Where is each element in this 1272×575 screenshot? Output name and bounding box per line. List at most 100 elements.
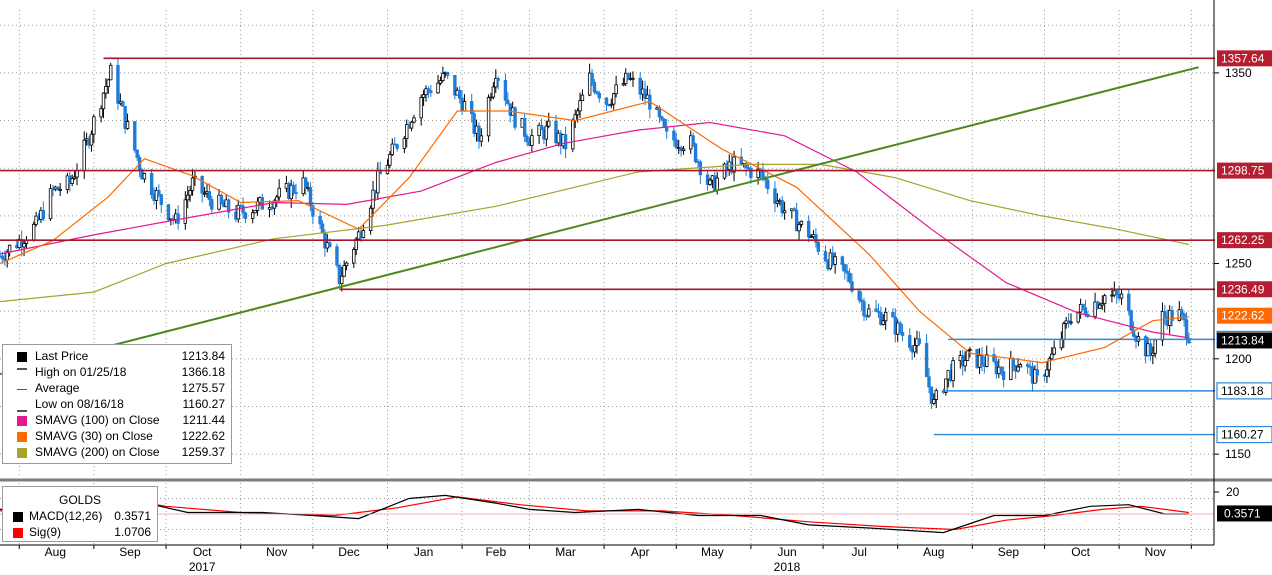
- candle-body: [513, 107, 517, 128]
- candle-body: [34, 215, 38, 225]
- candle-body: [477, 125, 481, 142]
- candle-body: [660, 116, 664, 120]
- candle-body: [626, 72, 630, 80]
- candle-body: [506, 99, 510, 105]
- candle-body: [462, 101, 467, 112]
- candle-body: [1110, 294, 1114, 297]
- macd-legend: GOLDS MACD(12,26) 0.3571 Sig(9) 1.0706: [2, 486, 158, 542]
- candle-body: [202, 192, 207, 195]
- candle-body: [337, 264, 342, 285]
- candle-body: [405, 124, 409, 139]
- candle-body: [571, 119, 575, 150]
- candle-body: [859, 299, 864, 303]
- candle-body: [1052, 347, 1056, 355]
- macd-tag-label: 0.3571: [1224, 506, 1261, 520]
- candle-body: [595, 91, 599, 94]
- candle-body: [219, 194, 224, 203]
- candle-body: [879, 311, 883, 325]
- candle-body: [429, 90, 433, 94]
- candle-body: [917, 338, 922, 344]
- legend: Last Price 1213.84 High on 01/25/18 1366.18…: [2, 344, 232, 464]
- candle-body: [691, 135, 695, 145]
- candle-body: [157, 189, 161, 195]
- candle-body: [705, 174, 710, 185]
- candle-body: [1187, 338, 1191, 344]
- candle-body: [207, 191, 212, 200]
- legend-name: SMAVG (100) on Close: [35, 413, 160, 427]
- candle-body: [590, 72, 594, 83]
- candle-body: [1069, 321, 1073, 324]
- candle-body: [1059, 338, 1064, 349]
- support-label: 1160.27: [1221, 428, 1264, 442]
- legend-name: Low on 08/16/18: [35, 397, 124, 411]
- candle-body: [1045, 369, 1049, 377]
- candle-body: [900, 331, 905, 336]
- candle-body: [22, 243, 26, 248]
- candle-body: [746, 167, 751, 170]
- candle-body: [794, 209, 799, 232]
- candle-body: [70, 178, 74, 184]
- legend-name: Average: [35, 381, 80, 395]
- candle-body: [421, 94, 426, 98]
- candle-body: [445, 71, 450, 76]
- candle-body: [210, 199, 214, 210]
- candle-body: [883, 311, 888, 322]
- x-tick-label: Mar: [555, 545, 576, 559]
- candle-body: [318, 215, 322, 225]
- candle-body: [1025, 364, 1030, 367]
- y-tick-label: 1250: [1225, 257, 1252, 271]
- candle-body: [850, 281, 854, 292]
- candle-body: [72, 176, 77, 180]
- candle-body: [578, 100, 582, 112]
- candle-body: [470, 101, 474, 114]
- candle-body: [503, 80, 508, 101]
- candle-body: [672, 130, 676, 141]
- moving-averages: [0, 66, 1199, 376]
- candle-body: [744, 163, 748, 169]
- candle-body: [816, 241, 820, 252]
- candle-body: [1153, 339, 1157, 354]
- candle-body: [797, 224, 801, 232]
- x-tick-label: Jun: [777, 545, 796, 559]
- candle-body: [662, 118, 666, 128]
- candle-body: [575, 110, 580, 116]
- candle-body: [537, 124, 541, 136]
- candle-body: [441, 72, 445, 81]
- legend-swatch: [17, 448, 27, 458]
- y-tick-label: 1150: [1225, 447, 1251, 461]
- candle-body: [1102, 295, 1107, 304]
- legend-row: Low on 08/16/18 1160.27: [3, 397, 231, 413]
- candle-body: [424, 88, 428, 96]
- candle-body: [638, 77, 642, 95]
- candle-body: [92, 116, 96, 135]
- candle-body: [924, 343, 929, 378]
- candle-body: [749, 168, 753, 179]
- candle-body: [522, 118, 527, 137]
- candle-body: [874, 308, 878, 312]
- candle-body: [166, 204, 171, 221]
- candle-body: [547, 120, 551, 127]
- candle-body: [340, 275, 344, 285]
- candle-body: [335, 246, 339, 266]
- macd-legend-row-signal: Sig(9) 1.0706: [3, 525, 157, 541]
- candle-body: [294, 192, 298, 194]
- candle-body: [390, 143, 394, 156]
- candle-body: [494, 78, 498, 88]
- candle-body: [823, 251, 828, 262]
- candle-body: [1115, 290, 1119, 295]
- candle-body: [843, 264, 847, 272]
- candle-body: [934, 390, 938, 400]
- legend-row: SMAVG (200) on Close 1259.37: [3, 445, 231, 461]
- candle-body: [944, 378, 948, 393]
- candle-body: [643, 88, 647, 99]
- candle-body: [31, 223, 36, 241]
- candle-body: [479, 135, 484, 142]
- candle-body: [109, 64, 113, 81]
- candle-body: [544, 125, 549, 140]
- candle-body: [876, 310, 881, 313]
- legend-name: SMAVG (200) on Close: [35, 445, 160, 459]
- candle-body: [775, 200, 780, 204]
- candle-body: [1170, 309, 1174, 322]
- x-tick-label: Apr: [631, 545, 650, 559]
- candle-body: [99, 108, 103, 118]
